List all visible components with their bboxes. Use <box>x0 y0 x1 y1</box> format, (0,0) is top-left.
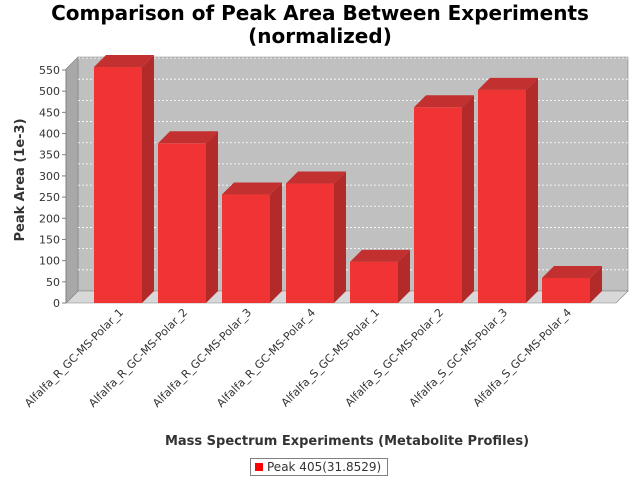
y-tick-label: 450 <box>39 106 60 119</box>
y-tick-label: 0 <box>53 297 60 310</box>
legend-swatch <box>255 463 263 471</box>
y-tick-label: 300 <box>39 170 60 183</box>
bar <box>222 194 270 303</box>
bar <box>542 278 590 303</box>
y-tick-label: 100 <box>39 255 60 268</box>
bar-top <box>478 77 538 90</box>
bar <box>94 67 142 303</box>
y-axis-title: Peak Area (1e-3) <box>13 118 28 241</box>
x-axis-title: Mass Spectrum Experiments (Metabolite Pr… <box>165 434 529 449</box>
y-tick-label: 200 <box>39 212 60 225</box>
bar-side <box>270 182 282 303</box>
plot-side-wall <box>65 56 79 304</box>
bar-top <box>222 182 282 195</box>
bar-top <box>414 95 474 108</box>
bar-side <box>398 249 410 303</box>
y-tick-label: 50 <box>46 276 60 289</box>
y-tick-label: 550 <box>39 64 60 77</box>
y-tick-label: 500 <box>39 85 60 98</box>
bar-side <box>142 55 154 303</box>
bar-top <box>94 55 154 68</box>
bar <box>414 107 462 303</box>
bar-side <box>526 77 538 303</box>
bar-top <box>286 171 346 184</box>
y-tick-label: 250 <box>39 191 60 204</box>
legend: Peak 405(31.8529) <box>250 458 388 476</box>
bar-side <box>462 95 474 303</box>
y-tick-label: 150 <box>39 233 60 246</box>
chart-title: Comparison of Peak Area Between Experime… <box>0 2 640 48</box>
y-tick-label: 350 <box>39 149 60 162</box>
bar-side <box>590 266 602 303</box>
bar-side <box>334 171 346 303</box>
bar <box>350 261 398 303</box>
bar-top <box>350 249 410 262</box>
bar <box>158 143 206 303</box>
y-tick-label: 400 <box>39 128 60 141</box>
bar-top <box>542 266 602 279</box>
bar <box>478 89 526 303</box>
chart-subtitle: (normalized) <box>248 24 392 48</box>
bar-side <box>206 131 218 303</box>
legend-label: Peak 405(31.8529) <box>267 460 382 474</box>
bar <box>286 183 334 303</box>
bar-top <box>158 131 218 144</box>
chart-title-main: Comparison of Peak Area Between Experime… <box>51 1 589 25</box>
